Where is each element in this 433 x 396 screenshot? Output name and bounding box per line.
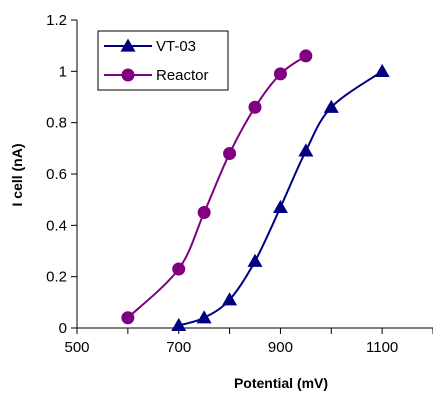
- legend-marker-vt-03: [120, 38, 136, 52]
- data-point-reactor: [121, 311, 135, 325]
- x-axis: 500 700 900 1100: [64, 327, 433, 356]
- data-point-vt-03: [247, 253, 263, 267]
- data-point-reactor: [273, 67, 287, 81]
- y-tick-label: 0.2: [46, 269, 67, 286]
- legend-marker-reactor: [121, 68, 135, 82]
- series-layer: [121, 49, 390, 332]
- y-axis-title: I cell (nA): [9, 143, 25, 206]
- legend-label-reactor: Reactor: [156, 67, 209, 84]
- data-point-vt-03: [374, 63, 390, 77]
- data-point-reactor: [172, 262, 186, 276]
- data-point-reactor: [223, 146, 237, 160]
- legend-item-reactor: Reactor: [104, 67, 209, 84]
- series-reactor: [121, 49, 313, 325]
- data-point-vt-03: [171, 317, 187, 332]
- y-tick-label: 1.2: [46, 12, 67, 29]
- y-tick-label: 0.6: [46, 166, 67, 183]
- y-tick-label: 1: [59, 63, 67, 80]
- legend-label-vt-03: VT-03: [156, 38, 196, 55]
- data-point-vt-03: [272, 199, 288, 213]
- x-tick-label: 500: [64, 339, 89, 356]
- data-point-vt-03: [323, 99, 339, 113]
- series-reactor-line: [127, 55, 307, 319]
- x-tick-label: 900: [268, 339, 293, 356]
- y-tick-label: 0.8: [46, 115, 67, 132]
- x-axis-title: Potential (mV): [234, 375, 328, 391]
- legend-box: [97, 30, 229, 91]
- data-point-reactor: [299, 49, 313, 63]
- data-point-vt-03: [222, 292, 238, 306]
- series-vt-03: [171, 63, 390, 332]
- y-tick-label: 0.4: [46, 217, 67, 234]
- x-tick-label: 700: [166, 339, 191, 356]
- y-tick-label: 0: [59, 320, 67, 337]
- y-axis: 0 0.2 0.4 0.6 0.8 1 1.2: [46, 12, 78, 337]
- data-point-reactor: [197, 206, 211, 219]
- data-point-reactor: [248, 100, 262, 114]
- data-point-vt-03: [298, 143, 314, 157]
- legend-item-vt-03: VT-03: [104, 38, 196, 55]
- data-point-vt-03: [196, 310, 212, 324]
- legend: VT-03 Reactor: [97, 30, 229, 91]
- x-tick-label: 1100: [366, 339, 398, 356]
